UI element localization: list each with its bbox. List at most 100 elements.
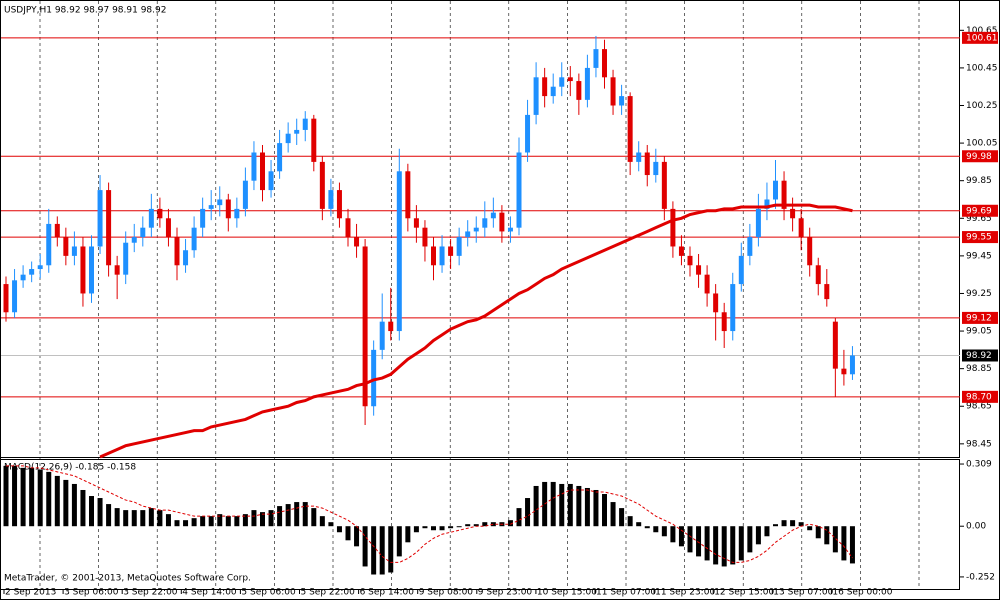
macd-bar	[516, 508, 522, 527]
candle-body	[242, 180, 248, 209]
y-tick-label: 99.45	[966, 251, 992, 261]
macd-bar	[781, 520, 787, 527]
candle-body	[114, 265, 120, 275]
macd-bar	[165, 514, 171, 527]
macd-bar	[260, 512, 265, 527]
macd-bar	[183, 520, 189, 527]
macd-bar	[336, 526, 342, 533]
macd-tick-label: 0.309	[966, 460, 992, 470]
macd-bar	[225, 516, 231, 527]
macd-bar	[507, 520, 513, 527]
footer: MetaTrader, © 2001-2013, MetaQuotes Soft…	[4, 574, 251, 584]
candle-body	[431, 246, 436, 266]
macd-bar	[661, 526, 667, 537]
candle-body	[602, 49, 607, 78]
macd-bar	[456, 526, 462, 528]
candle-body	[619, 96, 625, 106]
macd-bar	[773, 524, 778, 527]
candle-body	[200, 208, 206, 228]
candle-body	[644, 152, 650, 176]
candle-body	[54, 223, 60, 238]
macd-bar	[764, 526, 770, 537]
macd-signal	[6, 465, 853, 563]
y-tick-label: 98.85	[966, 364, 992, 374]
candle-body	[157, 208, 163, 219]
candle-body	[328, 190, 334, 209]
macd-panel	[0, 459, 960, 590]
candle-body	[80, 246, 86, 294]
x-tick-label: 12 Sep 15:00	[714, 588, 774, 598]
macd-bar	[388, 526, 394, 573]
x-tick-label: 9 Sep 23:00	[478, 588, 533, 598]
macd-bar	[405, 526, 411, 543]
macd-bar	[790, 520, 796, 527]
macd-bar	[311, 508, 317, 527]
candle-body	[3, 284, 9, 313]
candle-body	[165, 218, 171, 238]
x-tick-label: 5 Sep 22:00	[301, 588, 356, 598]
macd-bar	[234, 516, 240, 527]
candle-body	[550, 86, 556, 97]
macd-bar	[832, 526, 838, 553]
macd-bar	[593, 489, 599, 527]
candle-body	[268, 171, 274, 191]
y-tick-label: 100.45	[966, 63, 998, 73]
candle-body	[354, 237, 360, 247]
candle-body	[773, 180, 778, 200]
macd-bar	[20, 467, 26, 527]
macd-bar	[678, 526, 684, 547]
macd-bar	[670, 526, 676, 543]
macd-bar	[584, 487, 590, 527]
candle-body	[234, 208, 240, 219]
candle-body	[251, 152, 257, 181]
candle-body	[413, 218, 419, 228]
level-label-box	[962, 31, 998, 44]
candle-body	[396, 171, 402, 332]
x-tick-label: 11 Sep 07:00	[596, 588, 656, 598]
macd-bar	[824, 526, 830, 545]
macd-bar	[567, 483, 573, 527]
macd-bar	[251, 510, 257, 527]
candle-body	[217, 199, 223, 206]
candle-body	[525, 114, 531, 153]
x-tick-label: 5 Sep 06:00	[241, 588, 296, 598]
macd-bar	[602, 494, 607, 527]
y-tick-label: 99.65	[966, 214, 992, 224]
macd-bar	[71, 483, 77, 527]
y-tick-label: 100.25	[966, 101, 998, 111]
macd-bar	[371, 526, 377, 575]
macd-bar	[106, 504, 112, 527]
macd-bar	[319, 516, 325, 527]
candle-body	[576, 81, 582, 100]
candle-body	[371, 349, 377, 407]
current-price-box	[962, 349, 998, 362]
x-tick-label: 16 Sep 00:00	[832, 588, 892, 598]
macd-bar	[191, 518, 197, 527]
macd-bar	[114, 508, 120, 527]
candle-body	[490, 212, 496, 219]
macd-bar	[696, 526, 702, 557]
y-tick-label: 99.25	[966, 289, 992, 299]
macd-bar	[285, 504, 291, 527]
macd-bar	[619, 508, 625, 527]
macd-bar	[328, 522, 334, 527]
candle-body	[687, 255, 693, 266]
macd-bar	[738, 526, 744, 561]
macd-bar	[131, 510, 137, 527]
candle-body	[636, 152, 642, 162]
candle-body	[379, 321, 385, 350]
candle-body	[285, 133, 291, 144]
macd-bar	[448, 526, 454, 529]
x-tick-label: 11 Sep 23:00	[655, 588, 715, 598]
candle-body	[704, 274, 710, 294]
candle-body	[29, 269, 35, 275]
candle-body	[174, 237, 180, 266]
moving-average	[99, 203, 853, 459]
candle-body	[678, 246, 684, 256]
y-tick-label: 99.85	[966, 176, 992, 186]
macd-bar	[525, 498, 531, 527]
candle-body	[225, 199, 231, 219]
candle-body	[781, 180, 787, 209]
candle-body	[319, 161, 325, 209]
macd-bar	[473, 524, 479, 527]
